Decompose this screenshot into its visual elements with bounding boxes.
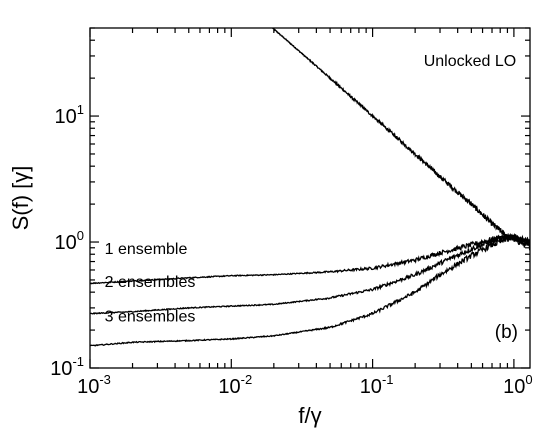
y-axis-label: S(f) [γ]: [8, 166, 33, 231]
y-tick-label: 100: [55, 228, 84, 254]
series-line-1: [90, 232, 530, 285]
annotation-1: 1 ensemble: [105, 241, 188, 258]
series-curves: [90, 28, 530, 347]
y-tick-label: 101: [55, 102, 84, 128]
x-tick-label: 10-3: [77, 372, 111, 398]
curve-annotations: Unlocked LO 1 ensemble 2 ensembles 3 ensemb…: [105, 53, 517, 325]
y-axis-ticks: 10-1 100 101: [50, 27, 530, 380]
series-line-2: [90, 232, 530, 315]
series-line-0: [272, 28, 530, 251]
annotation-2: 2 ensembles: [105, 274, 196, 291]
annotation-0: Unlocked LO: [424, 53, 517, 70]
x-tick-label: 100: [503, 372, 532, 398]
x-tick-label: 10-2: [218, 372, 252, 398]
y-tick-label: 10-1: [50, 354, 84, 380]
annotation-3: 3 ensembles: [105, 308, 196, 325]
x-axis-label: f/γ: [298, 403, 321, 428]
panel-label: (b): [495, 322, 518, 343]
plot-frame: [89, 27, 531, 369]
series-line-3: [90, 233, 530, 347]
x-tick-label: 10-1: [360, 372, 394, 398]
x-axis-ticks: 10-3 10-2 10-1 100: [77, 28, 533, 398]
